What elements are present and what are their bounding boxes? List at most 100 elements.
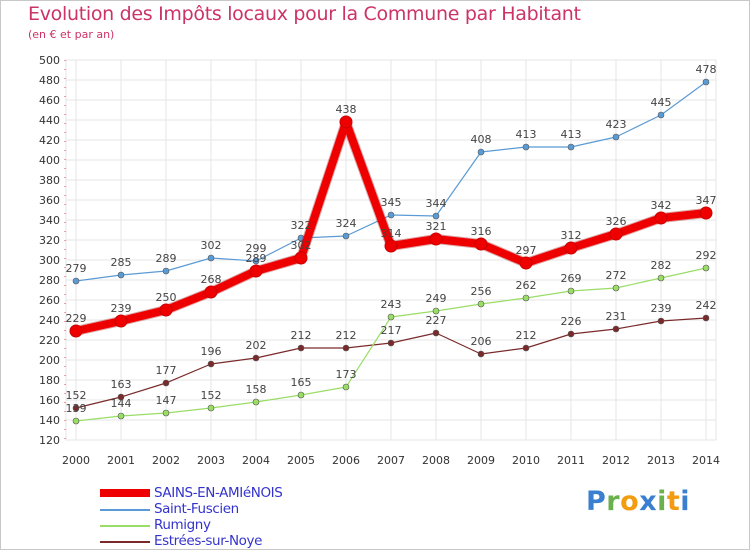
data-label-saint-fuscien-2005: 322 — [291, 219, 312, 232]
legend-swatch-sains-en-amienois — [100, 489, 150, 497]
y-tick-label-220: 220 — [39, 334, 60, 347]
line-chart: 120 140 160 180 200 220 240 260 280 300 320 340 360 3… — [39, 54, 720, 467]
series-layer — [69, 78, 713, 425]
data-label-rumigny-2005: 165 — [291, 376, 312, 389]
data-label-estr-es-sur-noye-2008: 227 — [426, 314, 447, 327]
data-label-saint-fuscien-2014: 478 — [696, 63, 717, 76]
data-point-saint-fuscien-2002 — [162, 267, 170, 275]
logo-letter-0: P — [586, 486, 607, 517]
data-point-rumigny-2005 — [297, 391, 305, 399]
data-label-rumigny-2009: 256 — [471, 285, 492, 298]
data-label-saint-fuscien-2004: 299 — [246, 242, 267, 255]
chart-subtitle: (en € et par an) — [28, 28, 115, 41]
y-tick-label-440: 440 — [39, 114, 60, 127]
x-tick-label-2008: 2008 — [422, 454, 450, 467]
data-label-estr-es-sur-noye-2009: 206 — [471, 335, 492, 348]
x-tick-label-2014: 2014 — [692, 454, 720, 467]
data-label-saint-fuscien-2011: 413 — [561, 128, 582, 141]
x-tick-label-2002: 2002 — [152, 454, 180, 467]
y-tick-label-340: 340 — [39, 214, 60, 227]
data-point-rumigny-2004 — [252, 398, 260, 406]
x-tick-label-2013: 2013 — [647, 454, 675, 467]
data-point-sains-en-ami-nois-2012 — [609, 227, 623, 241]
data-label-sains-en-ami-nois-2004: 289 — [246, 252, 267, 265]
data-point-estr-es-sur-noye-2002 — [162, 379, 170, 387]
x-tick-label-2001: 2001 — [107, 454, 135, 467]
data-label-saint-fuscien-2009: 408 — [471, 133, 492, 146]
data-label-estr-es-sur-noye-2014: 242 — [696, 299, 717, 312]
x-tick-label-2004: 2004 — [242, 454, 270, 467]
logo-letter-1: r — [606, 486, 621, 517]
data-label-sains-en-ami-nois-2009: 316 — [471, 225, 492, 238]
data-point-saint-fuscien-2010 — [522, 143, 530, 151]
data-point-saint-fuscien-2006 — [342, 232, 350, 240]
data-label-rumigny-2008: 249 — [426, 292, 447, 305]
data-point-rumigny-2003 — [207, 404, 215, 412]
data-label-sains-en-ami-nois-2010: 297 — [516, 244, 537, 257]
data-point-rumigny-2007 — [387, 313, 395, 321]
data-point-sains-en-ami-nois-2002 — [159, 303, 173, 317]
data-label-rumigny-2004: 158 — [246, 383, 267, 396]
data-label-rumigny-2000: 139 — [66, 402, 87, 415]
data-label-sains-en-ami-nois-2008: 321 — [426, 220, 447, 233]
y-tick-label-140: 140 — [39, 414, 60, 427]
data-label-rumigny-2012: 272 — [606, 269, 627, 282]
data-label-estr-es-sur-noye-2002: 177 — [156, 364, 177, 377]
logo-letter-6: i — [680, 486, 691, 517]
y-tick-label-380: 380 — [39, 174, 60, 187]
data-point-sains-en-ami-nois-2011 — [564, 241, 578, 255]
data-point-sains-en-ami-nois-2013 — [654, 211, 668, 225]
data-point-saint-fuscien-2001 — [117, 271, 125, 279]
data-point-rumigny-2006 — [342, 383, 350, 391]
data-point-sains-en-ami-nois-2009 — [474, 237, 488, 251]
legend-item-sains-en-amienois: SAINS-EN-AMIéNOIS — [100, 485, 340, 502]
y-tick-label-260: 260 — [39, 294, 60, 307]
data-label-estr-es-sur-noye-2012: 231 — [606, 310, 627, 323]
data-point-saint-fuscien-2013 — [657, 111, 665, 119]
data-point-estr-es-sur-noye-2004 — [252, 354, 260, 362]
x-tick-label-2009: 2009 — [467, 454, 495, 467]
x-tick-label-2010: 2010 — [512, 454, 540, 467]
data-label-saint-fuscien-2006: 324 — [336, 217, 357, 230]
legend-label-sains-en-amienois: SAINS-EN-AMIéNOIS — [154, 485, 283, 501]
data-point-estr-es-sur-noye-2001 — [117, 393, 125, 401]
legend-label-estrees-sur-noye: Estrées-sur-Noye — [154, 533, 263, 549]
y-tick-label-300: 300 — [39, 254, 60, 267]
data-label-estr-es-sur-noye-2010: 212 — [516, 329, 537, 342]
data-point-sains-en-ami-nois-2010 — [519, 256, 533, 270]
data-label-rumigny-2003: 152 — [201, 389, 222, 402]
data-point-saint-fuscien-2007 — [387, 211, 395, 219]
legend-item-estrees-sur-noye: Estrées-sur-Noye — [100, 533, 340, 550]
x-tick-label-2011: 2011 — [557, 454, 585, 467]
data-point-sains-en-ami-nois-2000 — [69, 324, 83, 338]
y-tick-label-280: 280 — [39, 274, 60, 287]
data-point-saint-fuscien-2012 — [612, 133, 620, 141]
data-point-sains-en-ami-nois-2007 — [384, 239, 398, 253]
data-point-estr-es-sur-noye-2008 — [432, 329, 440, 337]
data-point-estr-es-sur-noye-2003 — [207, 360, 215, 368]
data-label-estr-es-sur-noye-2003: 196 — [201, 345, 222, 358]
data-label-estr-es-sur-noye-2000: 152 — [66, 389, 87, 402]
legend-swatch-rumigny — [100, 525, 150, 527]
data-label-sains-en-ami-nois-2002: 250 — [156, 291, 177, 304]
data-label-sains-en-ami-nois-2003: 268 — [201, 273, 222, 286]
data-label-rumigny-2010: 262 — [516, 279, 537, 292]
data-point-saint-fuscien-2008 — [432, 212, 440, 220]
data-label-rumigny-2007: 243 — [381, 298, 402, 311]
legend-label-saint-fuscien: Saint-Fuscien — [154, 501, 239, 517]
data-label-estr-es-sur-noye-2001: 163 — [111, 378, 132, 391]
logo-letter-5: t — [666, 486, 681, 517]
proxiti-logo: Proxiti — [586, 486, 690, 517]
data-label-sains-en-ami-nois-2011: 312 — [561, 229, 582, 242]
data-point-saint-fuscien-2011 — [567, 143, 575, 151]
x-tick-label-2003: 2003 — [197, 454, 225, 467]
data-label-saint-fuscien-2012: 423 — [606, 118, 627, 131]
data-label-saint-fuscien-2007: 345 — [381, 196, 402, 209]
data-label-sains-en-ami-nois-2006: 438 — [336, 103, 357, 116]
legend-item-rumigny: Rumigny — [100, 517, 340, 534]
data-label-rumigny-2006: 173 — [336, 368, 357, 381]
data-label-estr-es-sur-noye-2004: 202 — [246, 339, 267, 352]
logo-letter-4: i — [657, 486, 667, 517]
data-label-saint-fuscien-2013: 445 — [651, 96, 672, 109]
logo-letter-2: o — [620, 486, 640, 517]
